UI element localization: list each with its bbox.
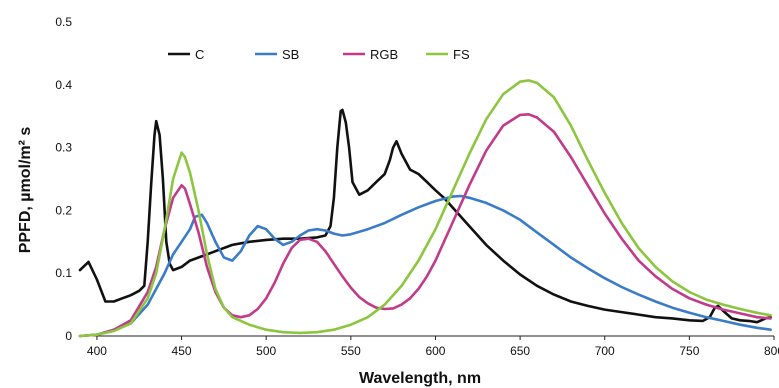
x-tick-label: 500 (256, 344, 276, 358)
x-tick-label: 450 (172, 344, 192, 358)
y-tick-label: 0.4 (55, 78, 72, 92)
series-line-sb (78, 194, 772, 338)
series-line-rgb (78, 113, 772, 338)
x-axis-ticks: 400 450 500 550 600 650 700 750 800 (87, 336, 779, 358)
legend-label-rgb: RGB (370, 47, 398, 62)
x-tick-label: 700 (595, 344, 615, 358)
legend: C SB RGB FS (168, 47, 470, 62)
x-tick-label: 600 (425, 344, 445, 358)
y-axis-title: PPFD, µmol/m² s (17, 127, 34, 254)
legend-label-c: C (195, 47, 204, 62)
y-tick-label: 0.2 (55, 203, 72, 217)
x-tick-label: 800 (764, 344, 779, 358)
x-tick-label: 750 (679, 344, 699, 358)
y-tick-label: 0 (65, 329, 72, 343)
legend-label-fs: FS (453, 47, 470, 62)
series-lines (78, 79, 772, 338)
x-tick-label: 550 (341, 344, 361, 358)
y-axis-ticks: 0 0.1 0.2 0.3 0.4 0.5 (55, 15, 72, 343)
x-axis-title: Wavelength, nm (359, 370, 481, 387)
x-tick-label: 650 (510, 344, 530, 358)
y-tick-label: 0.1 (55, 266, 72, 280)
y-tick-label: 0.5 (55, 15, 72, 29)
y-tick-label: 0.3 (55, 141, 72, 155)
series-line-c (78, 108, 772, 324)
legend-label-sb: SB (282, 47, 299, 62)
x-tick-label: 400 (87, 344, 107, 358)
series-line-fs (78, 79, 772, 338)
